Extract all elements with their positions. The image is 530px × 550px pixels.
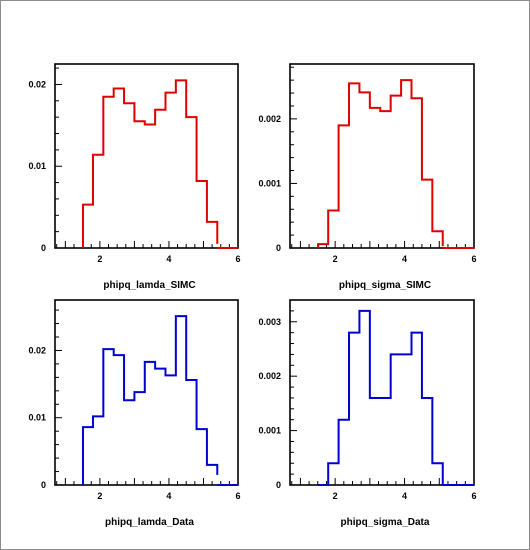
panel-sigma-simc: 2 4 6 0 0.001 0.002 phipq_sigma_SIMC [258, 63, 477, 291]
panel-sigma-data-y-tick-label: 0 [276, 480, 281, 490]
panel-lamda-simc-x-axis-title: phipq_lamda_SIMC [103, 280, 195, 291]
panel-sigma-simc-x-tick-label: 2 [333, 254, 338, 264]
panel-lamda-data-y-tick-label: 0.02 [28, 345, 46, 355]
panel-lamda-simc-x-tick-label: 2 [97, 254, 102, 264]
panel-lamda-simc-y-tick-label: 0 [41, 243, 46, 253]
panel-lamda-simc-y-tick-label: 0.01 [28, 161, 46, 171]
panel-sigma-simc-frame [289, 63, 475, 249]
panel-lamda-data-y-tick-label: 0 [41, 480, 46, 490]
panel-sigma-simc-y-tick-label: 0.002 [258, 114, 281, 124]
panel-sigma-data-x-tick-label: 2 [333, 491, 338, 501]
panel-lamda-simc-x-tick-label: 6 [235, 254, 240, 264]
panel-sigma-data-x-tick-label: 4 [402, 491, 407, 501]
panel-lamda-simc-x-tick-label: 4 [166, 254, 171, 264]
panel-sigma-data-frame [289, 299, 475, 486]
panel-lamda-data-x-tick-label: 6 [235, 491, 240, 501]
panel-lamda-simc-frame [54, 63, 239, 249]
panel-lamda-data-x-axis-title: phipq_lamda_Data [105, 517, 194, 528]
panel-lamda-data: 2 4 6 0 0.01 0.02 phipq_lamda_Data [28, 299, 241, 528]
panel-lamda-data-x-tick-label: 2 [97, 491, 102, 501]
panel-sigma-data: 2 4 6 0 0.001 0.002 0.003 phipq_sigma_Data [258, 299, 477, 528]
panel-sigma-data-y-tick-label: 0.001 [258, 426, 281, 436]
panel-sigma-simc-x-tick-label: 4 [402, 254, 407, 264]
panel-sigma-simc-x-axis-title: phipq_sigma_SIMC [339, 280, 431, 291]
panel-sigma-data-y-tick-label: 0.002 [258, 371, 281, 381]
panel-lamda-data-histogram-line [81, 315, 219, 485]
panel-sigma-data-histogram-line [318, 309, 444, 486]
panel-lamda-simc-histogram-line [81, 79, 219, 248]
panel-sigma-simc-y-tick-label: 0 [276, 243, 281, 253]
panel-lamda-simc: 2 4 6 0 0.01 0.02 phipq_lamda_SIMC [28, 63, 241, 291]
panel-sigma-data-x-axis-title: phipq_sigma_Data [341, 517, 430, 528]
panel-lamda-data-x-tick-label: 4 [166, 491, 171, 501]
panel-lamda-data-y-tick-label: 0.01 [28, 413, 46, 423]
panel-sigma-simc-histogram-line [317, 79, 444, 248]
panel-lamda-data-frame [54, 299, 239, 486]
panel-sigma-simc-y-tick-label: 0.001 [258, 178, 281, 188]
panel-sigma-data-x-tick-label: 6 [471, 491, 476, 501]
panel-sigma-simc-x-tick-label: 6 [471, 254, 476, 264]
panel-lamda-simc-y-tick-label: 0.02 [28, 79, 46, 89]
panel-sigma-data-y-tick-label: 0.003 [258, 317, 281, 327]
